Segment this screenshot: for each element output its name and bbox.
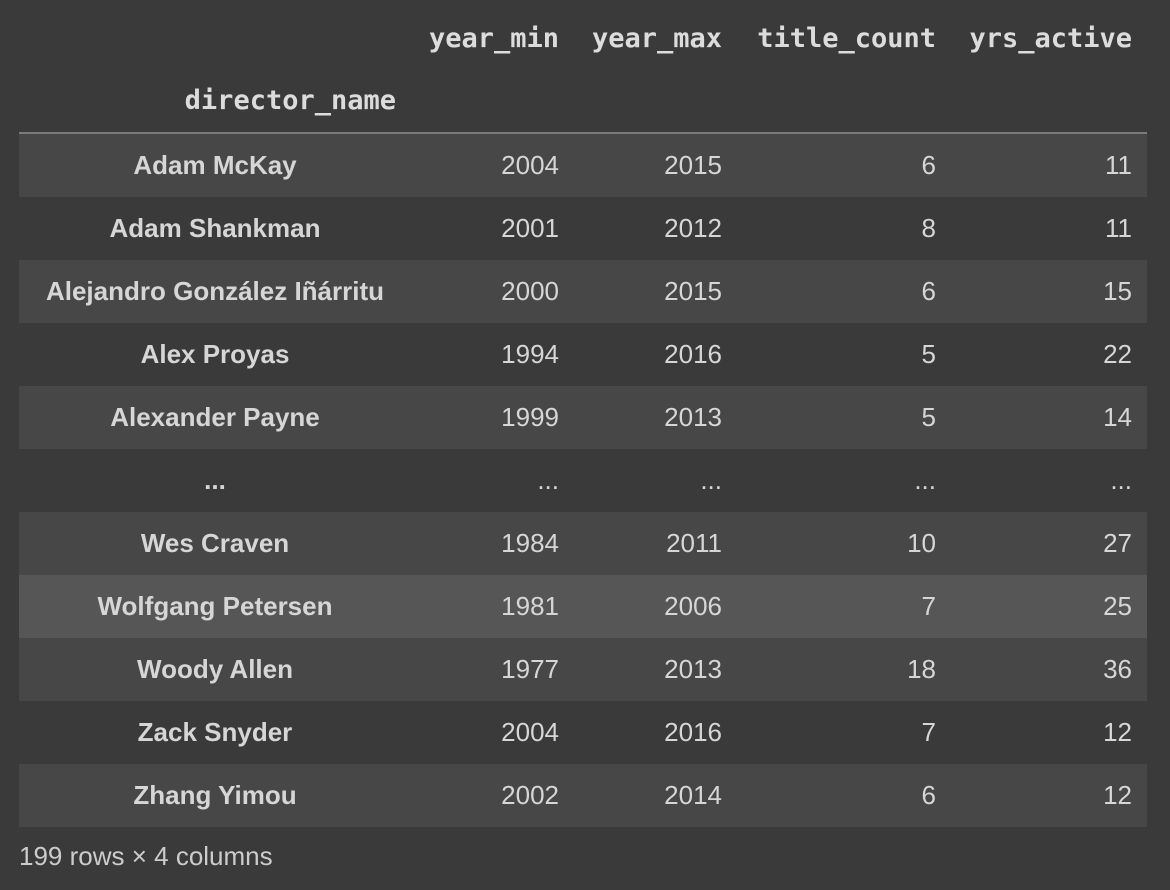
row-index-director-name: Wolfgang Petersen <box>97 591 333 621</box>
column-header-title-count: title_count <box>757 23 936 54</box>
cell-year-min: 2002 <box>501 780 559 810</box>
cell-year-min: 1994 <box>501 339 559 369</box>
cell-ellipsis: ... <box>537 465 559 495</box>
cell-title-count: 10 <box>907 528 936 558</box>
cell-year-min: 1977 <box>501 654 559 684</box>
row-index-director-name: Adam McKay <box>133 150 297 180</box>
index-name-row: director_name <box>19 70 1147 134</box>
table-row: Woody Allen 1977 2013 18 36 <box>19 638 1147 701</box>
table-row: Alex Proyas 1994 2016 5 22 <box>19 323 1147 386</box>
row-index-ellipsis: ... <box>204 465 226 495</box>
column-header-year-max: year_max <box>591 23 722 54</box>
cell-yrs-active: 14 <box>1103 402 1132 432</box>
cell-title-count: 8 <box>921 213 936 243</box>
column-header-yrs-active: yrs_active <box>969 23 1132 54</box>
row-index-director-name: Adam Shankman <box>109 213 321 243</box>
cell-ellipsis: ... <box>1110 465 1132 495</box>
cell-yrs-active: 36 <box>1103 654 1132 684</box>
cell-title-count: 6 <box>921 150 936 180</box>
cell-year-min: 2001 <box>501 213 559 243</box>
table-row: Zhang Yimou 2002 2014 6 12 <box>19 764 1147 827</box>
cell-year-min: 2000 <box>501 276 559 306</box>
table-row: Adam McKay 2004 2015 6 11 <box>19 133 1147 197</box>
row-index-director-name: Alexander Payne <box>110 402 320 432</box>
cell-title-count: 7 <box>921 591 936 621</box>
cell-yrs-active: 12 <box>1103 780 1132 810</box>
cell-year-min: 2004 <box>501 717 559 747</box>
cell-title-count: 5 <box>921 402 936 432</box>
row-index-director-name: Zack Snyder <box>137 717 293 747</box>
cell-year-max: 2015 <box>664 276 722 306</box>
cell-ellipsis: ... <box>700 465 722 495</box>
cell-yrs-active: 22 <box>1103 339 1132 369</box>
cell-year-min: 1981 <box>501 591 559 621</box>
cell-title-count: 7 <box>921 717 936 747</box>
cell-title-count: 5 <box>921 339 936 369</box>
blank-header-cell <box>737 70 951 134</box>
table-header: year_min year_max title_count yrs_active… <box>19 8 1147 134</box>
cell-year-max: 2016 <box>664 339 722 369</box>
cell-year-max: 2014 <box>664 780 722 810</box>
cell-title-count: 6 <box>921 276 936 306</box>
cell-yrs-active: 12 <box>1103 717 1132 747</box>
table-row: Alejandro González Iñárritu 2000 2015 6 … <box>19 260 1147 323</box>
table-row-ellipsis: ... ... ... ... ... <box>19 449 1147 512</box>
cell-year-min: 1984 <box>501 528 559 558</box>
cell-yrs-active: 15 <box>1103 276 1132 306</box>
table-row: Zack Snyder 2004 2016 7 12 <box>19 701 1147 764</box>
cell-ellipsis: ... <box>914 465 936 495</box>
row-index-director-name: Alejandro González Iñárritu <box>45 276 385 306</box>
cell-year-max: 2013 <box>664 402 722 432</box>
cell-yrs-active: 27 <box>1103 528 1132 558</box>
cell-year-max: 2012 <box>664 213 722 243</box>
cell-title-count: 18 <box>907 654 936 684</box>
cell-yrs-active: 11 <box>1105 150 1132 180</box>
row-index-director-name: Wes Craven <box>140 528 290 558</box>
cell-title-count: 6 <box>921 780 936 810</box>
cell-year-min: 1999 <box>501 402 559 432</box>
cell-year-max: 2013 <box>664 654 722 684</box>
row-index-director-name: Alex Proyas <box>140 339 290 369</box>
cell-year-max: 2016 <box>664 717 722 747</box>
table-row: Alexander Payne 1999 2013 5 14 <box>19 386 1147 449</box>
dataframe-output-area: year_min year_max title_count yrs_active… <box>19 8 1147 871</box>
cell-year-max: 2011 <box>666 528 722 558</box>
column-header-row: year_min year_max title_count yrs_active <box>19 8 1147 70</box>
blank-index-header <box>19 8 411 70</box>
table-row-hovered: Wolfgang Petersen 1981 2006 7 25 <box>19 575 1147 638</box>
table-row: Wes Craven 1984 2011 10 27 <box>19 512 1147 575</box>
table-row: Adam Shankman 2001 2012 8 11 <box>19 197 1147 260</box>
index-name-label: director_name <box>19 70 411 134</box>
cell-yrs-active: 11 <box>1105 213 1132 243</box>
dataframe-table: year_min year_max title_count yrs_active… <box>19 8 1147 827</box>
blank-header-cell <box>411 70 574 134</box>
blank-header-cell <box>574 70 737 134</box>
blank-header-cell <box>951 70 1147 134</box>
row-index-director-name: Woody Allen <box>137 654 293 684</box>
dataframe-shape-footer: 199 rows × 4 columns <box>19 841 273 871</box>
column-header-year-min: year_min <box>428 23 559 54</box>
cell-yrs-active: 25 <box>1103 591 1132 621</box>
cell-year-max: 2015 <box>664 150 722 180</box>
cell-year-max: 2006 <box>664 591 722 621</box>
table-body: Adam McKay 2004 2015 6 11 Adam Shankman … <box>19 133 1147 827</box>
cell-year-min: 2004 <box>501 150 559 180</box>
row-index-director-name: Zhang Yimou <box>133 780 297 810</box>
